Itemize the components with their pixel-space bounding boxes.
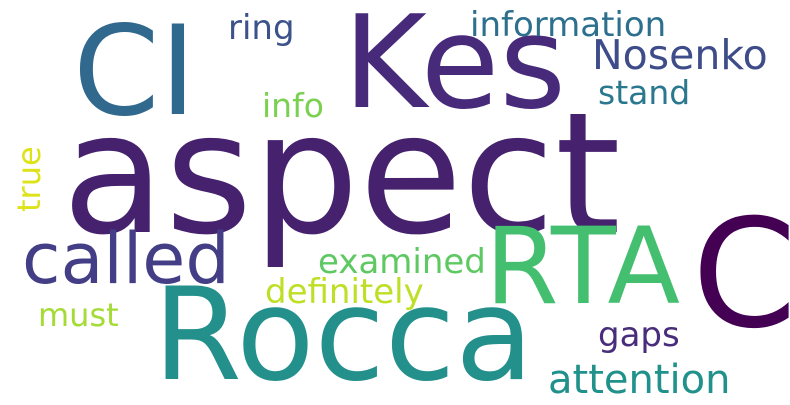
word-c: C <box>692 188 790 362</box>
word-kes: Kes <box>343 0 566 138</box>
word-examined: examined <box>318 242 486 282</box>
word-info: info <box>262 86 324 125</box>
word-gaps: gaps <box>598 315 680 355</box>
word-called: called <box>22 218 230 300</box>
word-true: true <box>10 146 48 212</box>
word-aspect: aspect <box>62 76 621 272</box>
word-ci: CI <box>73 0 197 144</box>
word-must: must <box>38 296 119 334</box>
word-nosenko: Nosenko <box>592 31 768 79</box>
word-attention: attention <box>548 357 731 403</box>
word-rocca: Rocca <box>153 261 534 405</box>
word-rta: RTA <box>485 205 680 328</box>
word-information: information <box>470 5 667 45</box>
word-stand: stand <box>598 73 691 112</box>
word-ring: ring <box>228 8 295 48</box>
word-definitely: definitely <box>265 272 424 312</box>
